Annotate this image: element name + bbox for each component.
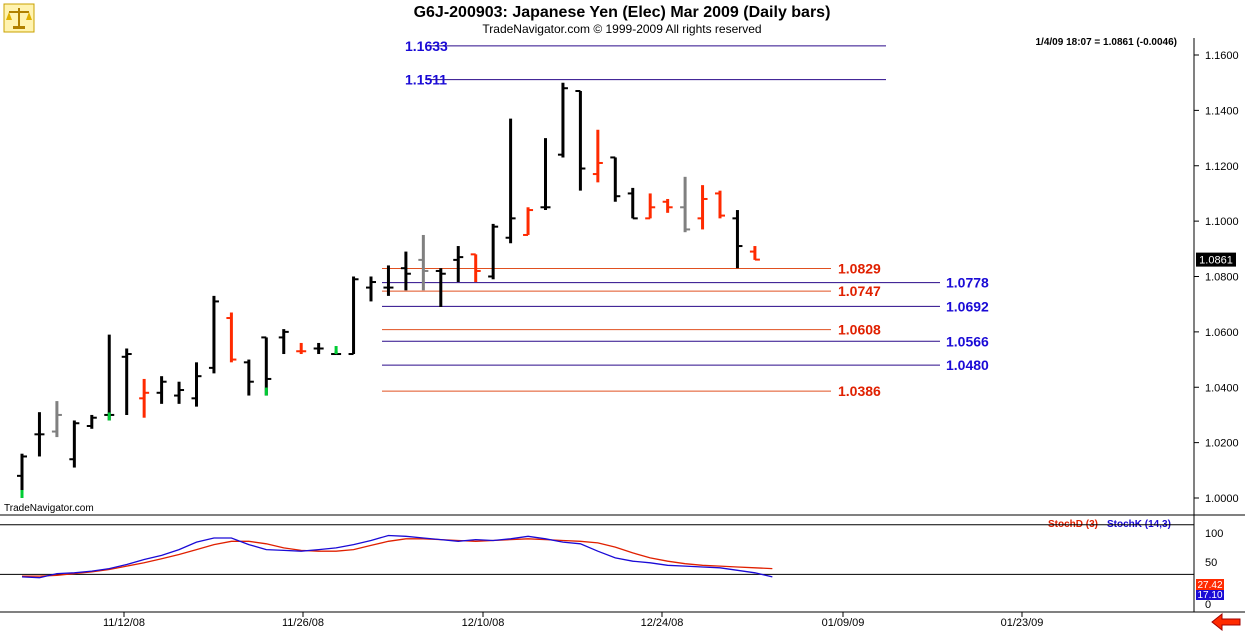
level-label-red: 1.0747 xyxy=(838,283,881,299)
ohlc-bar xyxy=(680,176,691,233)
stoch-d-last: 27.42 xyxy=(1197,580,1222,591)
ohlc-bar xyxy=(69,420,80,468)
price-tick-label: 1.0400 xyxy=(1205,382,1239,394)
ohlc-bar xyxy=(749,246,760,261)
ohlc-bar xyxy=(296,342,307,355)
date-tick-label: 01/23/09 xyxy=(1001,617,1044,629)
level-label-blue: 1.0480 xyxy=(946,357,989,373)
ohlc-bar xyxy=(17,453,27,498)
ohlc-bar xyxy=(34,412,45,457)
ohlc-bar xyxy=(121,348,132,415)
ohlc-bar xyxy=(592,129,603,183)
ohlc-bar xyxy=(278,329,289,355)
ohlc-bar xyxy=(348,276,359,356)
ohlc-bar xyxy=(86,414,97,429)
price-tick-label: 1.1600 xyxy=(1205,50,1239,62)
ohlc-bar xyxy=(523,207,534,236)
ohlc-bar xyxy=(174,381,185,404)
watermark: TradeNavigator.com xyxy=(4,503,94,514)
ohlc-bar xyxy=(139,378,150,418)
chart-title: G6J-200903: Japanese Yen (Elec) Mar 2009… xyxy=(414,4,831,21)
ohlc-bar xyxy=(488,223,499,280)
level-label-blue: 1.1511 xyxy=(405,72,447,88)
date-axis: 11/12/08 11/26/08 12/10/08 12/24/08 01/09/09… xyxy=(103,612,1043,629)
date-tick-label: 12/24/08 xyxy=(641,617,684,629)
ohlc-bar xyxy=(645,193,656,220)
last-price-label: 1.0861 xyxy=(1199,255,1233,267)
stoch-k-line xyxy=(21,534,773,579)
date-tick-label: 11/12/08 xyxy=(103,617,145,629)
ohlc-bar xyxy=(610,156,621,202)
price-tick-label: 1.1200 xyxy=(1205,161,1239,173)
stochastic-panel: 100 50 0 xyxy=(0,524,1223,611)
stoch-tick-label: 100 xyxy=(1205,528,1223,540)
ohlc-bar xyxy=(453,246,464,283)
ohlc-bar xyxy=(400,251,411,291)
price-tick-label: 1.1000 xyxy=(1205,216,1239,228)
level-label-blue: 1.0778 xyxy=(946,275,989,291)
ohlc-bar xyxy=(383,265,394,296)
level-label-red: 1.0829 xyxy=(838,260,881,276)
ohlc-bar xyxy=(261,336,272,396)
ohlc-bar xyxy=(662,198,673,213)
stoch-tick-label: 0 xyxy=(1205,599,1211,611)
ohlc-bar xyxy=(470,253,481,283)
ohlc-bar xyxy=(418,234,429,291)
logo-icon xyxy=(3,3,35,33)
ohlc-bar xyxy=(156,376,167,404)
date-tick-label: 12/10/08 xyxy=(462,617,505,629)
stoch-k-last: 17.10 xyxy=(1197,590,1222,601)
level-label-red: 1.0386 xyxy=(838,383,881,399)
ohlc-bar xyxy=(243,359,254,396)
ohlc-bar xyxy=(191,362,202,407)
ohlc-bar xyxy=(505,118,516,244)
level-label-blue: 1.0566 xyxy=(946,333,989,349)
ohlc-bar xyxy=(715,190,725,219)
ohlc-bar xyxy=(697,185,708,230)
chart-subtitle: TradeNavigator.com © 1999-2009 All right… xyxy=(482,22,761,36)
ohlc-bar xyxy=(557,82,568,158)
price-tick-label: 1.0000 xyxy=(1205,493,1239,505)
price-tick-label: 1.0800 xyxy=(1205,272,1239,284)
price-bars xyxy=(17,82,760,498)
date-tick-label: 01/09/09 xyxy=(822,617,865,629)
level-label-blue: 1.0692 xyxy=(946,298,989,314)
price-tick-label: 1.0200 xyxy=(1205,438,1239,450)
last-price-marker: 1.0861 xyxy=(1196,252,1236,267)
stoch-tick-label: 50 xyxy=(1205,557,1217,569)
ohlc-bar xyxy=(104,334,115,421)
ohlc-bar xyxy=(366,276,376,302)
ohlc-bar xyxy=(51,401,62,438)
ohlc-bar xyxy=(226,312,237,363)
stoch-last-markers: 27.42 17.10 xyxy=(1196,579,1224,601)
price-axis: 1.0000 1.0200 1.0400 1.0600 1.0800 1.1000 1.12… xyxy=(1194,50,1239,505)
ohlc-bar xyxy=(540,138,551,211)
ohlc-bar xyxy=(575,89,586,191)
ohlc-bar xyxy=(208,295,219,374)
price-readout: 1/4/09 18:07 = 1.0861 (-0.0046) xyxy=(1036,37,1178,48)
stoch-d-line xyxy=(22,538,773,577)
ohlc-bar xyxy=(313,342,324,355)
ohlc-bar xyxy=(732,210,743,269)
ohlc-bar xyxy=(627,187,638,220)
date-tick-label: 11/26/08 xyxy=(282,617,324,629)
level-label-red: 1.0608 xyxy=(838,322,881,338)
price-tick-label: 1.0600 xyxy=(1205,327,1239,339)
price-tick-label: 1.1400 xyxy=(1205,105,1239,117)
ohlc-bar xyxy=(331,346,342,356)
scroll-left-arrow-icon[interactable] xyxy=(1211,612,1241,631)
ohlc-bar xyxy=(435,268,446,307)
level-label-blue: 1.1633 xyxy=(405,38,448,54)
